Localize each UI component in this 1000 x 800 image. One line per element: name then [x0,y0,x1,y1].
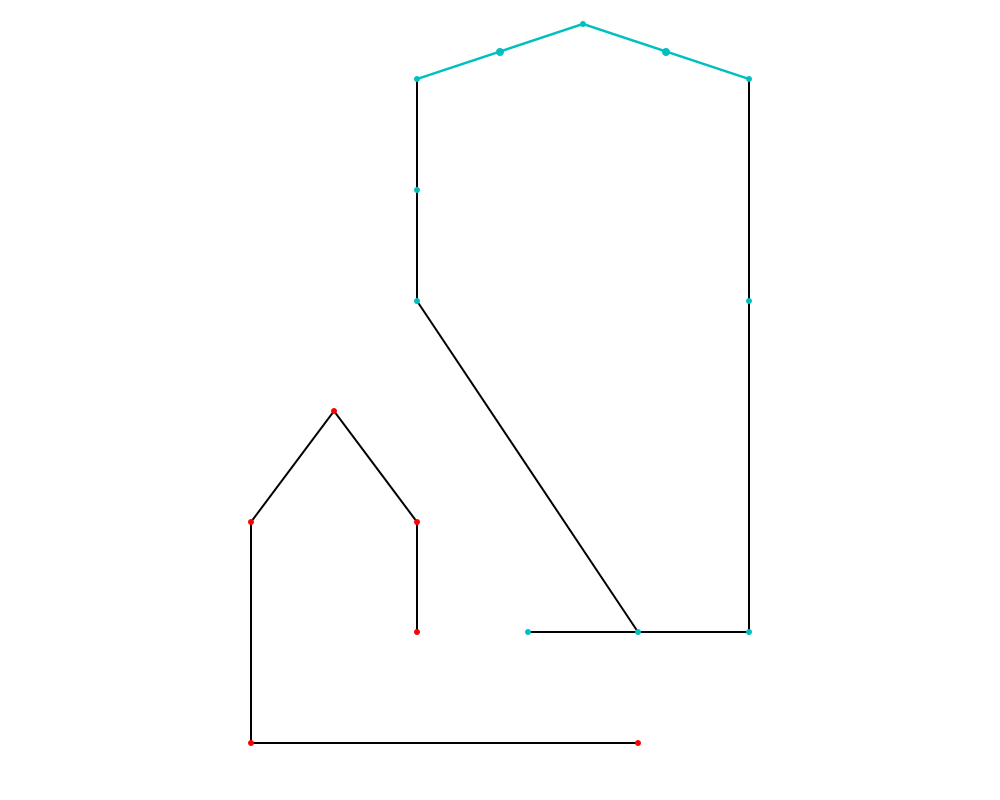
cyan-body-outline [416,79,639,633]
red-node [635,740,641,746]
red-node [248,519,254,525]
cyan-tall-figure [414,21,752,635]
cyan-node [662,48,670,56]
cyan-node [746,298,752,304]
cyan-node [496,48,504,56]
cyan-node [414,298,420,304]
red-node [414,519,420,525]
red-house-outline [250,409,638,744]
cyan-node [414,187,420,193]
cyan-node [635,629,641,635]
cyan-node [746,629,752,635]
red-node [248,740,254,746]
cyan-node [525,629,531,635]
cyan-node [580,21,586,27]
red-node [331,408,337,414]
red-house-figure [248,408,641,746]
red-node [414,629,420,635]
cyan-node [746,76,752,82]
cyan-node [414,76,420,82]
cyan-roof-line [416,22,750,81]
